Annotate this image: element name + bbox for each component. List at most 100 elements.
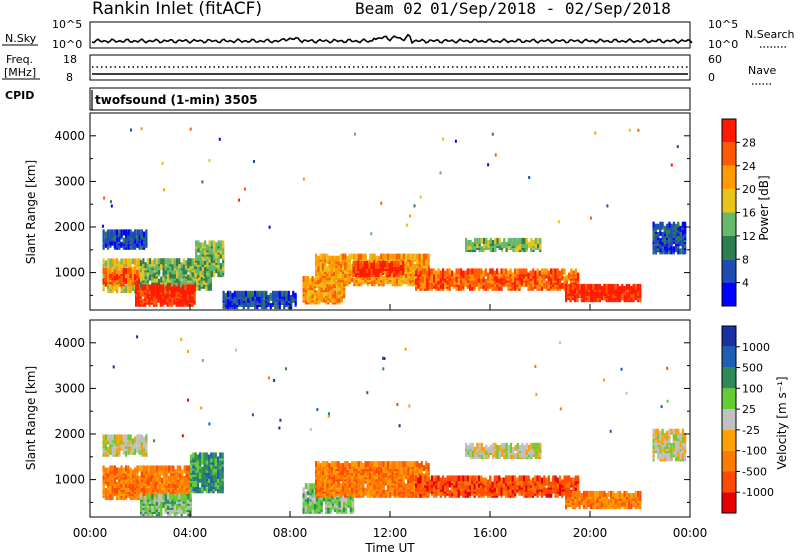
heatmap-cell bbox=[411, 483, 414, 490]
heatmap-cell bbox=[198, 274, 201, 281]
heatmap-cell bbox=[109, 483, 112, 490]
heatmap-cell bbox=[464, 479, 467, 486]
heatmap-cell bbox=[473, 280, 476, 287]
heatmap-cell bbox=[309, 483, 312, 490]
heatmap-cell bbox=[190, 487, 193, 494]
heatmap-cell bbox=[439, 282, 442, 289]
heatmap-cell bbox=[116, 268, 119, 274]
heatmap-cell bbox=[118, 492, 121, 499]
heatmap-cell bbox=[326, 253, 329, 260]
heatmap-cell bbox=[167, 493, 170, 500]
heatmap-cell bbox=[446, 278, 449, 285]
heatmap-cell bbox=[104, 280, 107, 287]
heatmap-cell bbox=[663, 236, 666, 243]
heatmap-cell bbox=[357, 483, 360, 490]
heatmap-cell bbox=[561, 268, 564, 275]
heatmap-cell bbox=[162, 258, 165, 265]
heatmap-cell bbox=[173, 506, 176, 512]
heatmap-cell bbox=[171, 264, 174, 271]
colorbar-tick-label: 20 bbox=[742, 183, 756, 196]
heatmap-cell bbox=[362, 257, 365, 264]
heatmap-cell bbox=[439, 171, 442, 175]
heatmap-cell bbox=[178, 278, 181, 285]
heatmap-cell bbox=[396, 485, 399, 492]
heatmap-cell bbox=[311, 288, 314, 295]
heatmap-cell bbox=[127, 434, 130, 441]
heatmap-cell bbox=[437, 487, 440, 494]
heatmap-cell bbox=[304, 483, 307, 490]
heatmap-cell bbox=[203, 282, 206, 289]
heatmap-cell bbox=[134, 473, 137, 480]
heatmap-cell bbox=[120, 434, 123, 441]
heatmap-cell bbox=[142, 258, 145, 265]
heatmap-cell bbox=[340, 296, 343, 303]
heatmap-cell bbox=[319, 485, 322, 492]
heatmap-cell bbox=[492, 239, 495, 246]
heatmap-cell bbox=[136, 490, 139, 496]
heatmap-cell bbox=[131, 469, 134, 476]
heatmap-cell bbox=[181, 473, 184, 480]
heatmap-cell bbox=[421, 276, 424, 283]
heatmap-cell bbox=[182, 508, 185, 514]
heatmap-cell bbox=[151, 260, 154, 267]
heatmap-cell bbox=[409, 461, 412, 468]
heatmap-cell bbox=[199, 254, 202, 261]
heatmap-cell bbox=[304, 499, 307, 506]
heatmap-cell bbox=[199, 258, 202, 265]
heatmap-cell bbox=[578, 283, 581, 290]
heatmap-cell bbox=[552, 268, 555, 275]
heatmap-cell bbox=[501, 242, 504, 248]
heatmap-cell bbox=[129, 258, 132, 265]
heatmap-cell bbox=[163, 465, 166, 472]
heatmap-cell bbox=[621, 283, 624, 290]
heatmap-cell bbox=[543, 282, 546, 289]
heatmap-cell bbox=[150, 294, 153, 301]
heatmap-cell bbox=[433, 475, 436, 482]
heatmap-cell bbox=[539, 242, 542, 248]
heatmap-cell bbox=[371, 280, 374, 287]
heatmap-cell bbox=[464, 278, 467, 285]
heatmap-cell bbox=[538, 276, 541, 283]
heatmap-cell bbox=[131, 258, 134, 265]
heatmap-cell bbox=[319, 253, 322, 260]
heatmap-cell bbox=[176, 479, 179, 486]
heatmap-cell bbox=[146, 292, 149, 299]
heatmap-cell bbox=[102, 434, 105, 441]
heatmap-cell bbox=[395, 267, 398, 274]
heatmap-cell bbox=[177, 300, 180, 307]
heatmap-cell bbox=[204, 269, 207, 276]
heatmap-cell bbox=[338, 493, 341, 500]
heatmap-cell bbox=[324, 259, 327, 266]
heatmap-cell bbox=[557, 220, 560, 224]
heatmap-cell bbox=[125, 485, 128, 492]
heatmap-cell bbox=[421, 485, 424, 492]
heatmap-cell bbox=[167, 475, 170, 482]
heatmap-cell bbox=[318, 499, 321, 506]
heatmap-cell bbox=[475, 268, 478, 275]
heatmap-cell bbox=[213, 240, 216, 247]
heatmap-cell bbox=[335, 255, 338, 262]
heatmap-cell bbox=[182, 268, 185, 275]
heatmap-cell bbox=[103, 196, 106, 200]
heatmap-cell bbox=[679, 248, 682, 255]
nsky-trace bbox=[91, 33, 693, 45]
heatmap-cell bbox=[138, 258, 141, 265]
heatmap-cell bbox=[442, 137, 444, 141]
heatmap-cell bbox=[375, 255, 378, 262]
heatmap-cell bbox=[500, 268, 503, 275]
heatmap-cell bbox=[348, 259, 351, 266]
heatmap-cell bbox=[134, 467, 137, 474]
heatmap-cell bbox=[205, 452, 208, 459]
heatmap-cell bbox=[199, 250, 202, 257]
heatmap-cell bbox=[135, 284, 138, 291]
heatmap-cell bbox=[140, 465, 143, 472]
heatmap-cell bbox=[366, 477, 369, 484]
heatmap-cell bbox=[116, 258, 119, 265]
heatmap-cell bbox=[182, 278, 185, 285]
nave-tick-top: 60 bbox=[708, 53, 722, 66]
heatmap-cell bbox=[283, 301, 286, 307]
heatmap-cell bbox=[391, 469, 394, 476]
heatmap-cell bbox=[337, 255, 340, 262]
heatmap-cell bbox=[203, 472, 206, 479]
heatmap-cell bbox=[217, 240, 220, 247]
